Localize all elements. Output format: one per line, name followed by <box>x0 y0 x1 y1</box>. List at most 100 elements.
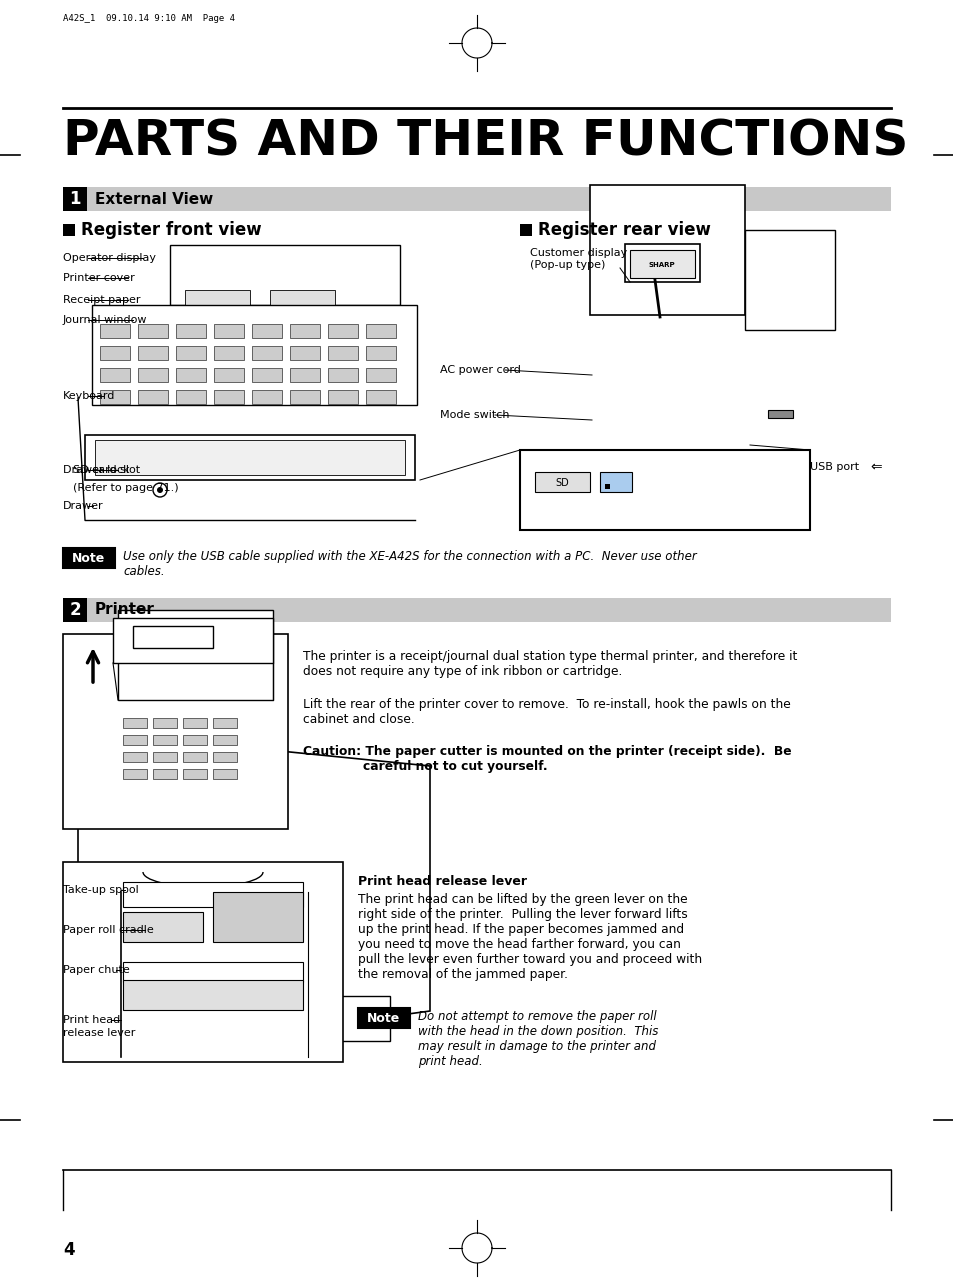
Bar <box>604 484 609 489</box>
Text: External View: External View <box>95 192 213 207</box>
Bar <box>519 450 809 530</box>
Text: Paper roll cradle: Paper roll cradle <box>63 925 153 935</box>
Bar <box>63 224 75 237</box>
Text: Operator display: Operator display <box>63 253 156 264</box>
Text: Drawer: Drawer <box>63 502 104 511</box>
Bar <box>63 862 343 1062</box>
Text: Drawer lock: Drawer lock <box>63 466 130 475</box>
Bar <box>170 246 399 305</box>
Bar <box>213 324 244 338</box>
Bar <box>95 440 405 475</box>
Bar <box>213 346 244 360</box>
Text: The print head can be lifted by the green lever on the
right side of the printer: The print head can be lifted by the gree… <box>357 892 701 981</box>
Bar <box>624 244 700 282</box>
Text: Receipt paper: Receipt paper <box>63 294 140 305</box>
Bar <box>100 368 130 382</box>
Bar <box>63 186 890 211</box>
Bar <box>213 769 236 779</box>
Polygon shape <box>78 746 430 1026</box>
Text: (Pop-up type): (Pop-up type) <box>530 260 605 270</box>
Bar <box>132 626 213 648</box>
Bar <box>100 324 130 338</box>
Bar <box>138 324 168 338</box>
Bar <box>290 346 319 360</box>
Bar <box>328 368 357 382</box>
Bar <box>63 598 87 622</box>
Text: Keyboard: Keyboard <box>63 391 115 401</box>
Text: (Refer to page 71.): (Refer to page 71.) <box>73 484 178 493</box>
Text: AC power cord: AC power cord <box>439 365 520 376</box>
Bar <box>366 324 395 338</box>
Bar <box>183 769 207 779</box>
Bar <box>175 346 206 360</box>
Bar <box>123 736 147 745</box>
Bar <box>123 980 303 1010</box>
Bar <box>366 390 395 404</box>
Polygon shape <box>280 995 390 1040</box>
Bar <box>213 718 236 728</box>
Text: Print head release lever: Print head release lever <box>357 874 526 889</box>
Text: ⇐: ⇐ <box>869 460 881 475</box>
Bar <box>252 324 282 338</box>
Text: SD: SD <box>555 478 568 487</box>
Bar <box>213 752 236 763</box>
Text: Use only the USB cable supplied with the XE-A42S for the connection with a PC.  : Use only the USB cable supplied with the… <box>123 550 696 577</box>
Bar <box>175 324 206 338</box>
Text: USB port: USB port <box>809 462 859 472</box>
Text: Mode switch: Mode switch <box>439 410 509 421</box>
Bar <box>328 324 357 338</box>
Text: 1: 1 <box>70 190 81 208</box>
Text: Printer: Printer <box>95 603 154 617</box>
Text: Do not attempt to remove the paper roll
with the head in the down position.  Thi: Do not attempt to remove the paper roll … <box>417 1010 658 1067</box>
Text: 4: 4 <box>63 1241 74 1259</box>
Bar <box>123 912 203 943</box>
Bar <box>138 346 168 360</box>
Text: release lever: release lever <box>63 1028 135 1038</box>
Bar <box>366 346 395 360</box>
Text: Note: Note <box>367 1012 400 1025</box>
Bar <box>290 324 319 338</box>
Bar <box>629 249 695 278</box>
Bar <box>183 718 207 728</box>
Bar <box>123 962 303 983</box>
Bar <box>118 610 273 700</box>
Bar <box>285 253 385 294</box>
Bar <box>123 752 147 763</box>
Bar <box>63 598 890 622</box>
Bar <box>357 1008 410 1028</box>
Bar <box>252 390 282 404</box>
Bar <box>290 368 319 382</box>
Bar <box>183 736 207 745</box>
Text: Print head: Print head <box>63 1015 120 1025</box>
Text: SHARP: SHARP <box>648 262 675 267</box>
Bar <box>152 718 177 728</box>
Bar <box>152 752 177 763</box>
Bar <box>91 305 416 405</box>
Bar <box>328 390 357 404</box>
Bar <box>63 186 87 211</box>
Text: careful not to cut yourself.: careful not to cut yourself. <box>363 760 547 773</box>
Text: Register rear view: Register rear view <box>537 221 710 239</box>
Bar <box>123 718 147 728</box>
Bar <box>366 368 395 382</box>
Bar <box>213 736 236 745</box>
Bar <box>252 368 282 382</box>
Bar <box>123 769 147 779</box>
Bar <box>112 619 273 664</box>
Bar <box>213 390 244 404</box>
Bar <box>213 892 303 943</box>
Text: Take-up spool: Take-up spool <box>63 885 138 895</box>
Bar <box>175 390 206 404</box>
Text: Printer cover: Printer cover <box>63 273 134 283</box>
Bar <box>100 346 130 360</box>
Bar <box>589 185 744 315</box>
Text: Register front view: Register front view <box>81 221 261 239</box>
Bar <box>270 291 335 318</box>
Bar <box>328 346 357 360</box>
Text: SD card slot: SD card slot <box>73 466 140 475</box>
Bar <box>290 390 319 404</box>
Bar <box>252 346 282 360</box>
Bar <box>152 736 177 745</box>
Text: Journal window: Journal window <box>63 315 148 325</box>
Bar <box>744 230 834 331</box>
